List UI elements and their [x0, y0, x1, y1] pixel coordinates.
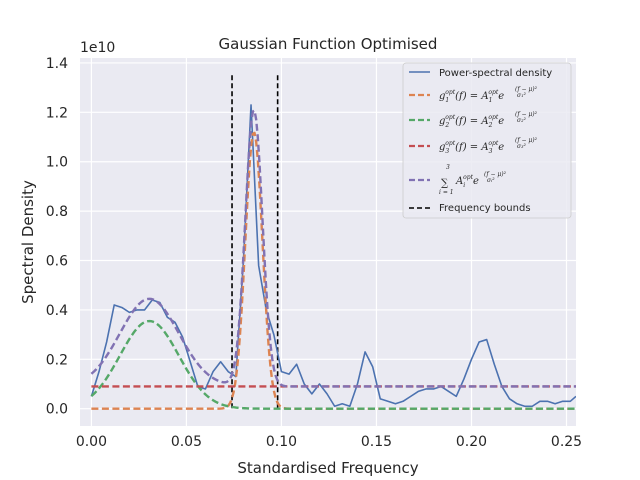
y-tick-label: 0.4	[46, 303, 68, 319]
legend-label-bounds: Frequency bounds	[439, 203, 531, 214]
svg-text:g2opt(f) = A2opte: g2opt(f) = A2opte	[439, 114, 504, 129]
x-tick-label: 0.10	[266, 434, 297, 450]
y-tick-label: 0.8	[46, 204, 68, 220]
svg-text:3: 3	[446, 164, 450, 171]
svg-text:∑: ∑	[441, 178, 449, 189]
legend-label-g1: g1opt(f) = A1opte (f − μ)² σ₁²	[439, 86, 538, 104]
svg-text:σ₁²: σ₁²	[517, 92, 527, 99]
y-axis-label: Spectral Density	[19, 180, 37, 304]
legend-label-g3: g3opt(f) = A3opte (f − μ)² σ₃²	[439, 137, 538, 155]
y-tick-label: 0.6	[46, 254, 68, 270]
y-tick-label: 1.4	[46, 56, 68, 72]
y-offset-label: 1e10	[80, 40, 115, 56]
svg-text:(f − μ)²: (f − μ)²	[484, 171, 507, 178]
legend-frame	[402, 62, 572, 219]
legend: Power-spectral density g1opt(f) = A1opte…	[402, 62, 572, 219]
series-line-g2	[90, 319, 576, 410]
x-tick-labels: 0.00 0.05 0.10 0.15 0.20 0.25	[76, 434, 582, 450]
series-line-sum	[90, 109, 576, 388]
x-axis-label: Standardised Frequency	[237, 459, 418, 477]
svg-text:σ₃²: σ₃²	[517, 143, 527, 150]
svg-text:g3opt(f) = A3opte: g3opt(f) = A3opte	[439, 140, 504, 155]
legend-label-psd: Power-spectral density	[439, 68, 552, 79]
y-tick-label: 0.0	[46, 402, 68, 418]
legend-label-g2: g2opt(f) = A2opte (f − μ)² σ₂²	[439, 111, 538, 129]
svg-text:(f − μ)²: (f − μ)²	[515, 86, 538, 93]
svg-text:i = 1: i = 1	[439, 189, 454, 196]
y-tick-label: 1.0	[46, 155, 68, 171]
y-tick-label: 1.2	[46, 105, 68, 121]
svg-text:Aiopte: Aiopte	[455, 174, 479, 189]
svg-text:(f − μ)²: (f − μ)²	[515, 111, 538, 118]
x-tick-label: 0.20	[456, 434, 487, 450]
x-tick-label: 0.15	[361, 434, 392, 450]
legend-label-sum: 3 ∑ i = 1 Aiopte (f − μ)² σᵢ²	[439, 164, 507, 196]
y-tick-labels: 0.0 0.2 0.4 0.6 0.8 1.0 1.2 1.4	[46, 56, 68, 418]
svg-text:(f − μ)²: (f − μ)²	[515, 137, 538, 144]
y-tick-label: 0.2	[46, 352, 68, 368]
svg-text:g1opt(f) = A1opte: g1opt(f) = A1opte	[439, 89, 504, 104]
chart-title: Gaussian Function Optimised	[219, 35, 438, 53]
x-tick-label: 0.00	[76, 434, 107, 450]
x-tick-label: 0.25	[551, 434, 582, 450]
svg-text:σ₂²: σ₂²	[517, 117, 527, 124]
svg-text:σᵢ²: σᵢ²	[487, 177, 495, 184]
series-layer	[90, 104, 576, 410]
x-tick-label: 0.05	[171, 434, 202, 450]
